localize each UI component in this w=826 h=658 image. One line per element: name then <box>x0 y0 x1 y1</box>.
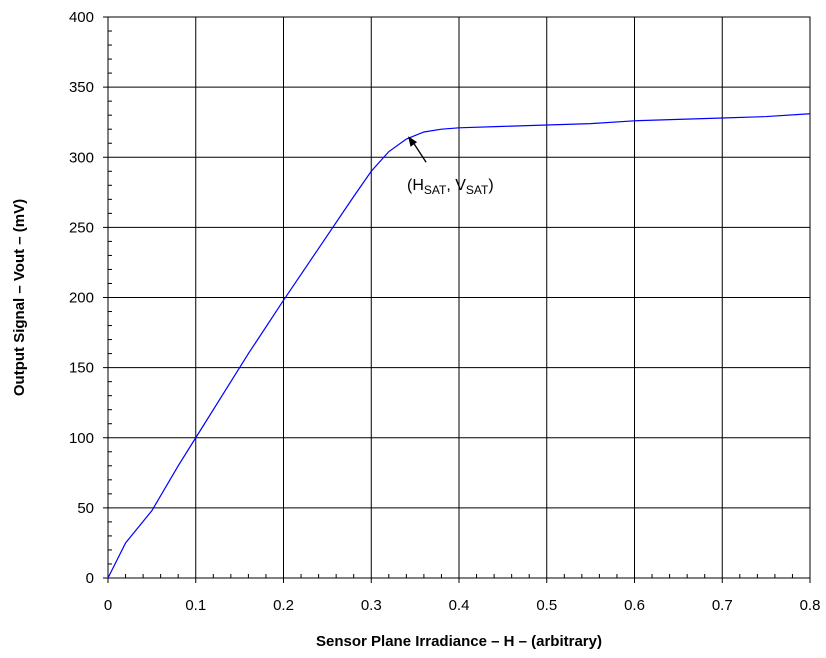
y-tick-label: 50 <box>77 500 94 517</box>
x-tick-labels: 0 0.1 0.2 0.3 0.4 0.5 0.6 0.7 0.8 <box>104 597 821 614</box>
series-layer <box>107 113 811 579</box>
annotation-label: (HSAT, VSAT) <box>407 177 494 197</box>
y-tick-label: 300 <box>69 149 94 166</box>
x-tick-label: 0.5 <box>536 597 557 614</box>
annotation-subscript: SAT <box>466 183 489 197</box>
y-tick-label: 200 <box>69 290 94 307</box>
x-tick-label: 0 <box>104 597 112 614</box>
annotation-arrow-head <box>408 136 418 147</box>
y-tick-labels: 0 50 100 150 200 250 300 350 400 <box>69 9 94 587</box>
y-tick-label: 150 <box>69 360 94 377</box>
y-tick-label: 250 <box>69 219 94 236</box>
annotation-subscript: SAT <box>424 183 447 197</box>
x-tick-label: 0.3 <box>361 597 382 614</box>
grid-lines <box>108 17 810 578</box>
x-tick-label: 0.8 <box>800 597 821 614</box>
x-tick-label: 0.1 <box>185 597 206 614</box>
y-tick-label: 0 <box>86 570 94 587</box>
y-axis-title: Output Signal – Vout – (mV) <box>11 199 28 396</box>
series-line-0 <box>107 113 811 579</box>
x-tick-label: 0.2 <box>273 597 294 614</box>
y-tick-label: 350 <box>69 79 94 96</box>
annotation-text: (H <box>407 177 424 194</box>
x-axis-title: Sensor Plane Irradiance – H – (arbitrary… <box>316 633 602 650</box>
minor-ticks <box>103 16 811 583</box>
plot-frame <box>107 16 811 579</box>
x-tick-label: 0.7 <box>712 597 733 614</box>
y-tick-label: 100 <box>69 430 94 447</box>
annotation-text: , V <box>446 177 466 194</box>
x-tick-label: 0.4 <box>449 597 470 614</box>
annotation-layer: (HSAT, VSAT) <box>407 136 494 197</box>
annotation-text: ) <box>488 177 493 194</box>
x-tick-label: 0.6 <box>624 597 645 614</box>
y-tick-label: 400 <box>69 9 94 26</box>
